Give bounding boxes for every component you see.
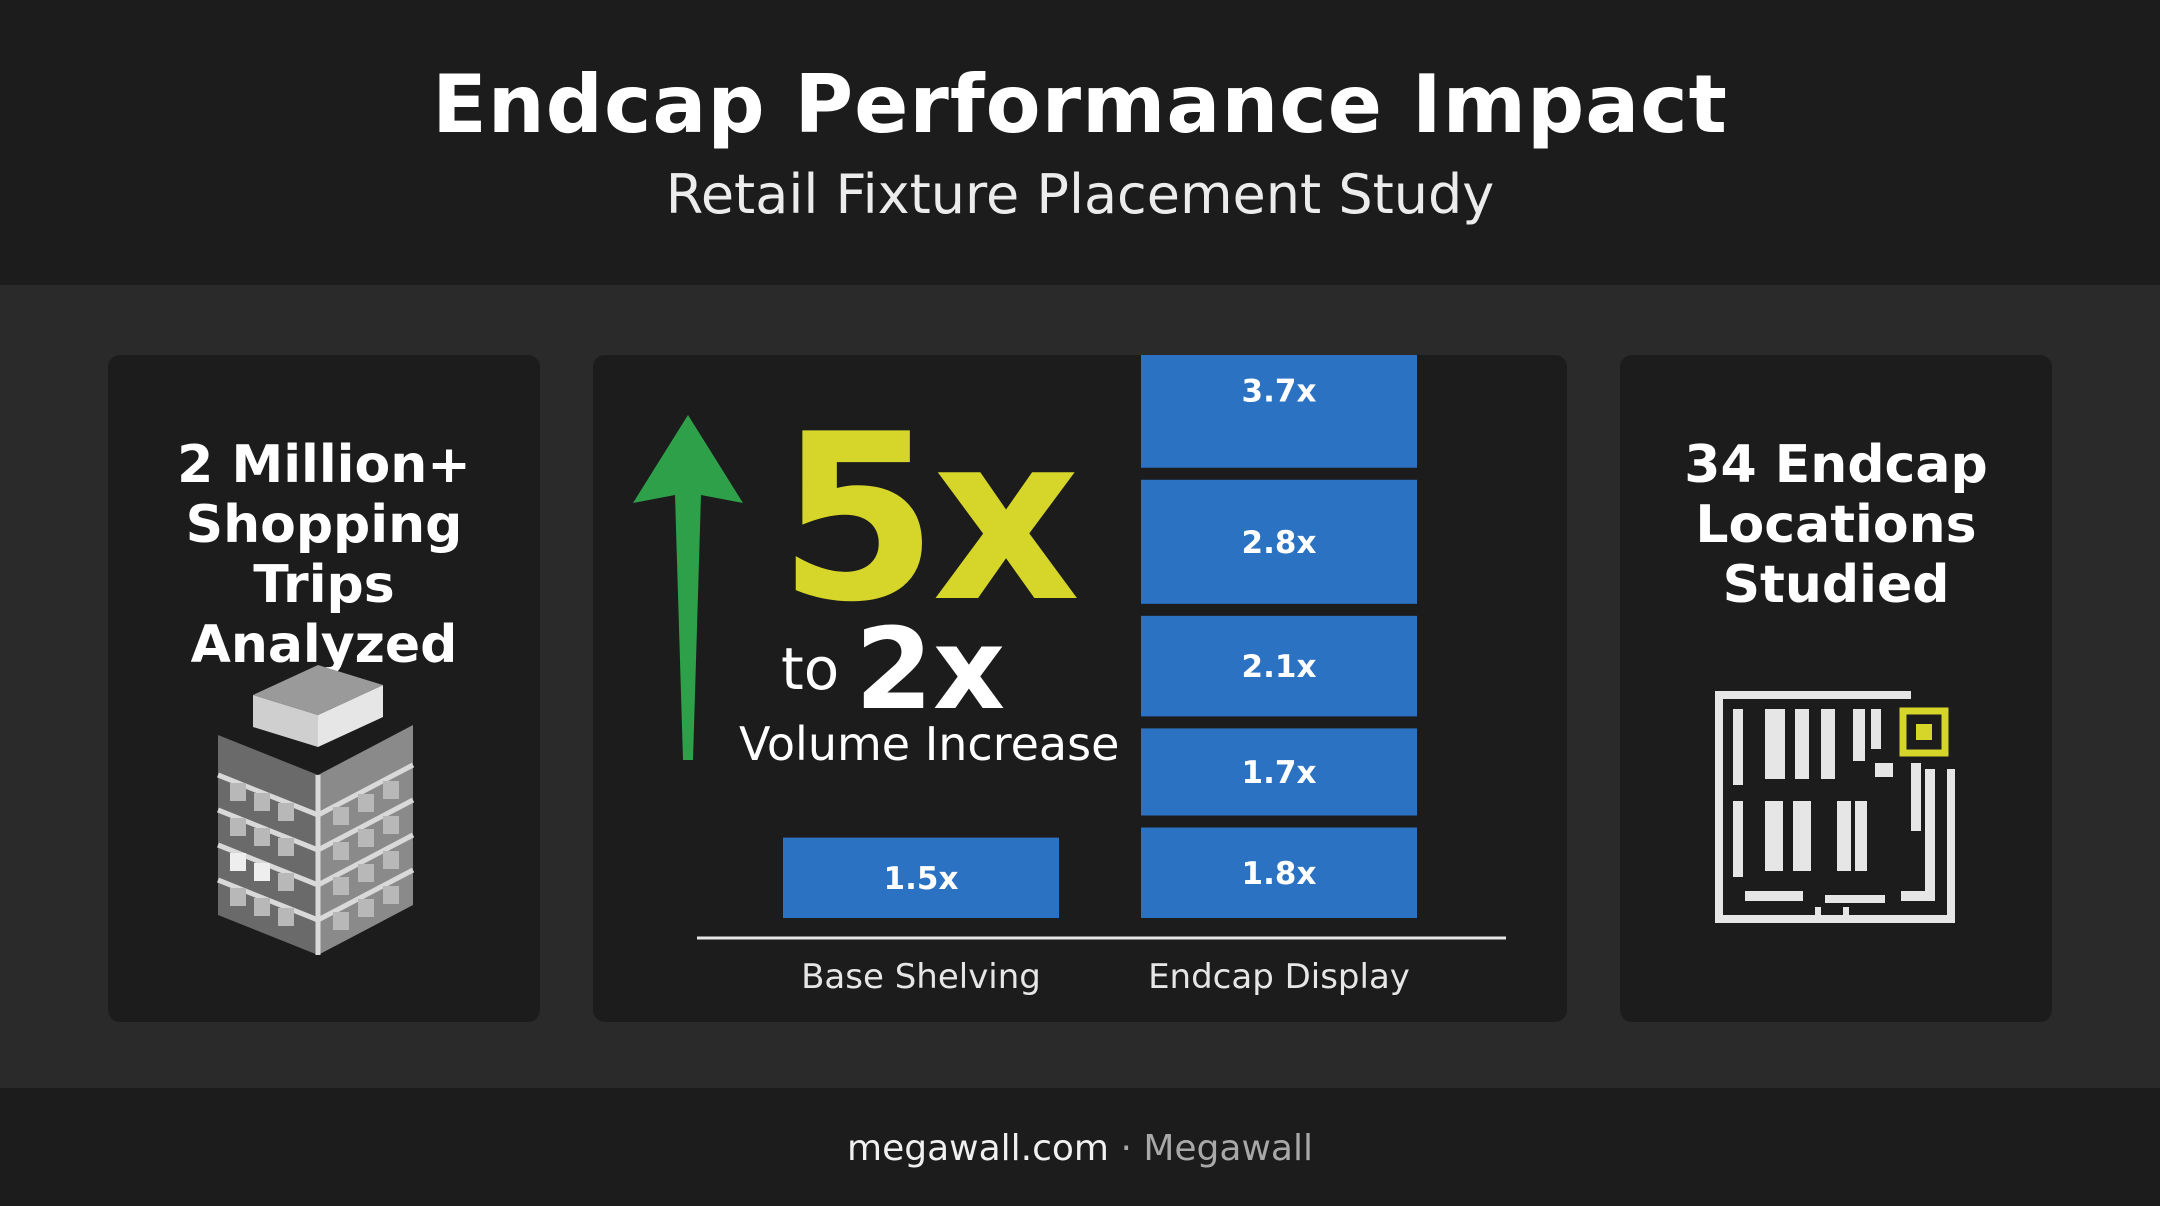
bar-segment — [1141, 479, 1417, 604]
locations-stat-line2: Studied — [1722, 555, 1950, 615]
to-label: to — [781, 635, 840, 703]
headline-value: 5x — [778, 386, 1080, 653]
bar-data-label: 3.7x — [1242, 374, 1317, 410]
bar-data-label: 2.1x — [1242, 649, 1317, 685]
trips-stat-line2: Analyzed — [190, 615, 458, 675]
footer: megawall.com · Megawall — [0, 1088, 2160, 1206]
locations-stat: 34 Endcap Locations Studied — [1620, 435, 2052, 615]
bar-data-label: 1.8x — [1242, 856, 1317, 892]
trips-stat-number: 2 Million+ — [177, 435, 471, 495]
locations-stat-word: Endcap — [1774, 435, 1988, 495]
locations-stat-line1: Locations — [1695, 495, 1977, 555]
bar-segment — [1141, 728, 1417, 816]
footer-brand: Megawall — [1143, 1128, 1313, 1169]
up-arrow-icon — [633, 415, 743, 760]
store-floorplan-icon — [1715, 691, 1955, 923]
footer-separator: · — [1120, 1128, 1132, 1169]
volume-caption: Volume Increase — [739, 717, 1120, 771]
bar-segment — [1141, 355, 1417, 468]
header: Endcap Performance Impact Retail Fixture… — [0, 0, 2160, 285]
trips-stat-line1: Shopping Trips — [185, 495, 463, 615]
bar-data-label: 1.5x — [884, 861, 959, 897]
x-tick-label: Endcap Display — [1148, 957, 1410, 997]
bar-segment — [1141, 615, 1417, 717]
store-shelf-icon — [217, 665, 415, 955]
trips-stat-card: 2 Million+ Shopping Trips Analyzed — [108, 355, 540, 1022]
volume-chart-card: 5x to 2x Volume Increase 1.5x Base Shelvi… — [593, 355, 1567, 1022]
page-title: Endcap Performance Impact — [432, 58, 1728, 151]
page-subtitle: Retail Fixture Placement Study — [665, 163, 1495, 226]
trips-stat: 2 Million+ Shopping Trips Analyzed — [108, 435, 540, 675]
secondary-value: 2x — [855, 605, 1006, 735]
bar-data-label: 2.8x — [1242, 525, 1317, 561]
bar-data-label: 1.7x — [1242, 755, 1317, 791]
locations-stat-card: 34 Endcap Locations Studied — [1620, 355, 2052, 1022]
locations-stat-number: 34 — [1684, 435, 1757, 495]
bar-segment — [1141, 827, 1417, 918]
footer-text: megawall.com · Megawall — [0, 1128, 2160, 1169]
footer-domain-link[interactable]: megawall.com — [847, 1128, 1109, 1169]
bar-segment — [783, 837, 1059, 918]
x-tick-label: Base Shelving — [801, 957, 1041, 997]
